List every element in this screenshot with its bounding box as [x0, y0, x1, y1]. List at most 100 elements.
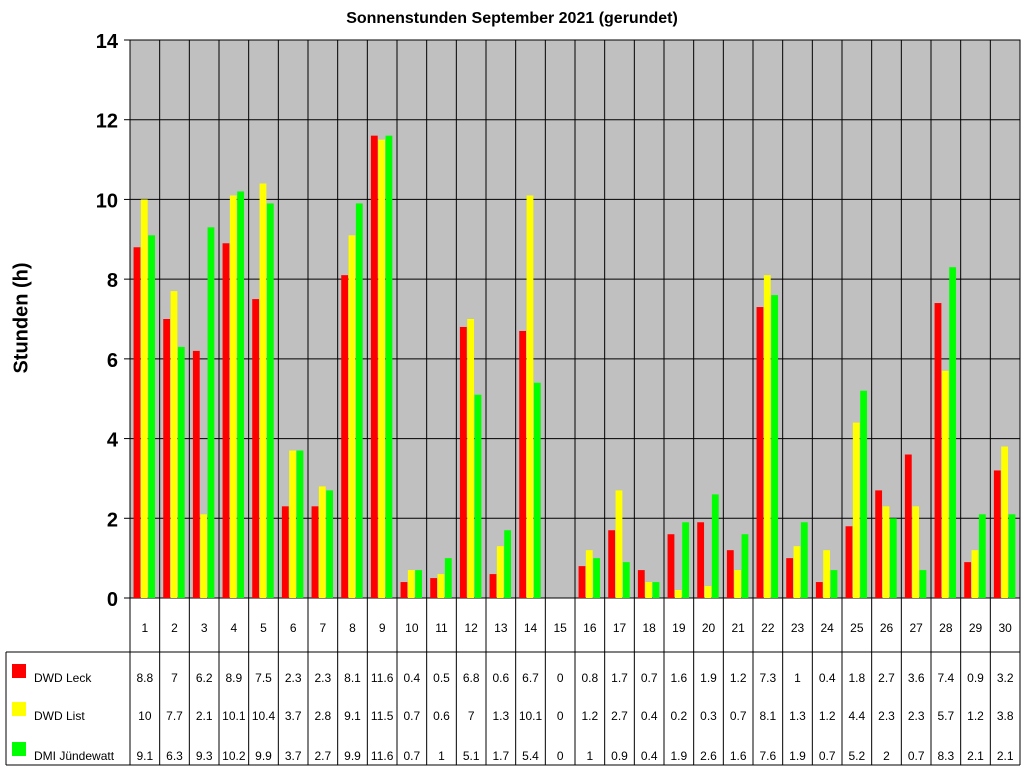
category-label: 6 — [290, 621, 297, 635]
y-tick-label: 10 — [96, 190, 118, 212]
data-value: 3.6 — [908, 671, 925, 685]
category-label: 9 — [379, 621, 386, 635]
category-label: 27 — [909, 621, 923, 635]
data-value: 0 — [557, 671, 564, 685]
data-value: 8.3 — [937, 749, 954, 763]
bar-1-2 — [163, 319, 171, 598]
bar-3-12 — [474, 394, 482, 598]
bar-2-3 — [200, 514, 208, 598]
bar-2-6 — [289, 450, 297, 598]
bar-2-2 — [170, 291, 178, 598]
bar-2-19 — [674, 590, 682, 598]
category-label: 10 — [405, 621, 419, 635]
category-label: 29 — [969, 621, 983, 635]
data-value: 9.3 — [196, 749, 213, 763]
bar-1-23 — [786, 558, 794, 598]
category-label: 22 — [761, 621, 775, 635]
bar-2-18 — [645, 582, 653, 598]
legend-swatch-3 — [12, 742, 26, 756]
bar-2-25 — [852, 422, 860, 598]
data-value: 8.1 — [759, 709, 776, 723]
data-value: 0.3 — [700, 709, 717, 723]
data-value: 0.2 — [670, 709, 687, 723]
data-value: 2.3 — [285, 671, 302, 685]
bar-1-6 — [281, 506, 289, 598]
category-label: 24 — [820, 621, 834, 635]
bar-1-10 — [400, 582, 408, 598]
data-value: 1.7 — [611, 671, 628, 685]
legend-swatch-1 — [12, 664, 26, 678]
data-value: 5.1 — [463, 749, 480, 763]
bar-3-4 — [237, 191, 245, 598]
bar-2-26 — [882, 506, 890, 598]
bar-3-19 — [682, 522, 690, 598]
bar-2-7 — [318, 486, 326, 598]
category-label: 26 — [880, 621, 894, 635]
bar-1-17 — [608, 530, 616, 598]
data-value: 3.7 — [285, 709, 302, 723]
data-value: 0.7 — [819, 749, 836, 763]
bar-2-21 — [734, 570, 742, 598]
bar-1-11 — [430, 578, 438, 598]
data-value: 0.6 — [433, 709, 450, 723]
data-value: 5.2 — [848, 749, 865, 763]
bar-2-20 — [704, 586, 712, 598]
category-label: 15 — [553, 621, 567, 635]
data-value: 10.2 — [222, 749, 246, 763]
bar-3-6 — [296, 450, 304, 598]
category-label: 3 — [201, 621, 208, 635]
data-value: 7.4 — [937, 671, 954, 685]
data-value: 7.3 — [759, 671, 776, 685]
bar-2-5 — [259, 183, 267, 598]
bar-3-18 — [652, 582, 660, 598]
category-label: 7 — [319, 621, 326, 635]
y-tick-label: 6 — [107, 350, 118, 372]
data-value: 2 — [883, 749, 890, 763]
data-value: 8.9 — [225, 671, 242, 685]
bar-3-22 — [771, 295, 779, 598]
bar-3-26 — [889, 518, 897, 598]
bar-1-22 — [756, 307, 764, 598]
data-value: 1.8 — [848, 671, 865, 685]
bar-2-27 — [912, 506, 920, 598]
data-value: 2.7 — [878, 671, 895, 685]
data-value: 2.1 — [196, 709, 213, 723]
data-value: 2.7 — [611, 709, 628, 723]
bar-2-8 — [348, 235, 356, 599]
y-tick-label: 2 — [107, 509, 118, 531]
data-value: 0.7 — [403, 709, 420, 723]
bar-3-23 — [800, 522, 808, 598]
y-tick-label: 12 — [96, 111, 118, 133]
legend-label-3: DMI Jündewatt — [34, 749, 115, 763]
data-value: 4.4 — [848, 709, 865, 723]
bar-3-11 — [444, 558, 452, 598]
data-value: 1.2 — [819, 709, 836, 723]
data-value: 0.5 — [433, 671, 450, 685]
bar-3-7 — [326, 490, 334, 598]
bar-2-12 — [467, 319, 475, 598]
bar-1-30 — [993, 470, 1001, 598]
data-value: 0.9 — [611, 749, 628, 763]
bar-2-17 — [615, 490, 623, 598]
bar-1-8 — [341, 275, 349, 598]
bar-2-1 — [140, 199, 148, 598]
data-value: 0.7 — [908, 749, 925, 763]
category-label: 5 — [260, 621, 267, 635]
data-value: 1.6 — [670, 671, 687, 685]
data-value: 1.2 — [581, 709, 598, 723]
data-value: 1 — [586, 749, 593, 763]
bar-1-16 — [578, 566, 586, 598]
data-value: 0.4 — [641, 709, 658, 723]
legend-swatch-2 — [12, 702, 26, 716]
data-value: 0 — [557, 749, 564, 763]
data-value: 6.7 — [522, 671, 539, 685]
bar-3-25 — [860, 390, 868, 598]
bar-1-20 — [697, 522, 705, 598]
bar-3-24 — [830, 570, 838, 598]
bar-3-14 — [533, 382, 541, 598]
data-value: 7.7 — [166, 709, 183, 723]
bar-1-7 — [311, 506, 319, 598]
bar-2-14 — [526, 195, 534, 598]
bar-3-13 — [504, 530, 512, 598]
bar-2-22 — [763, 275, 771, 598]
